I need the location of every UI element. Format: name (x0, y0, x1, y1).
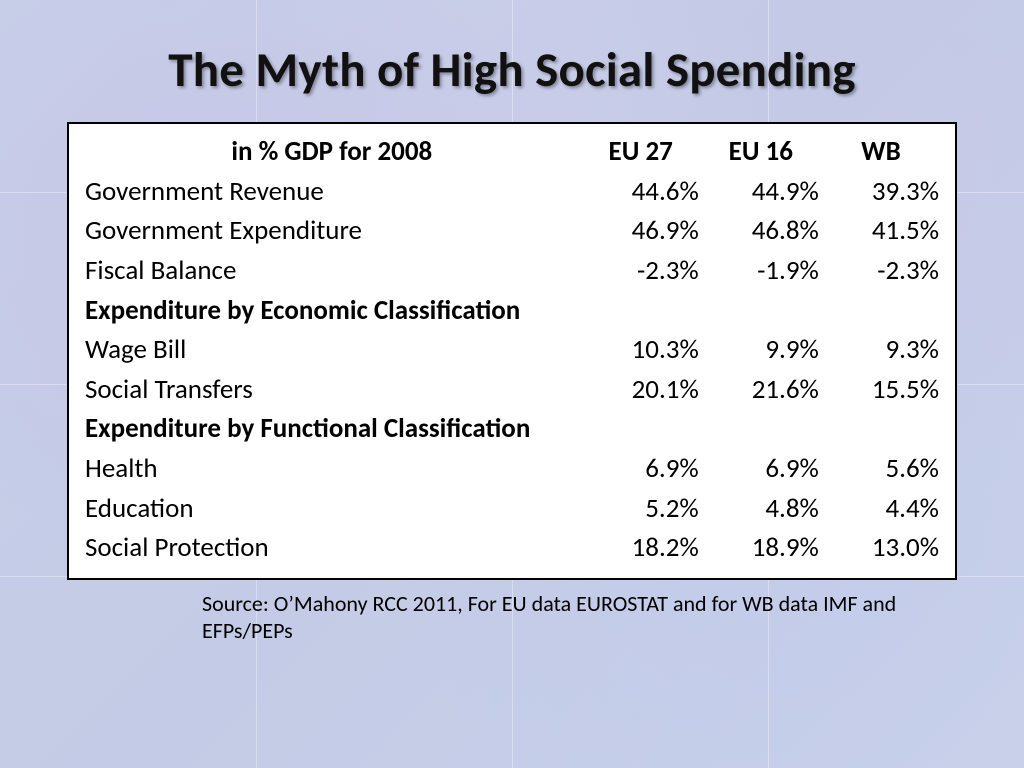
cell-eu16: 44.9% (701, 172, 821, 212)
data-table-container: in % GDP for 2008 EU 27 EU 16 WB Governm… (67, 122, 957, 580)
table-row: Social Protection 18.2% 18.9% 13.0% (83, 528, 941, 568)
table-row: Wage Bill 10.3% 9.9% 9.3% (83, 330, 941, 370)
cell-wb: 13.0% (821, 528, 941, 568)
cell-eu16: 21.6% (701, 370, 821, 410)
table-section-row: Expenditure by Functional Classification (83, 409, 941, 449)
col-header-eu27: EU 27 (581, 132, 701, 172)
table-header-row: in % GDP for 2008 EU 27 EU 16 WB (83, 132, 941, 172)
cell-desc: Fiscal Balance (83, 251, 581, 291)
cell-wb: 5.6% (821, 449, 941, 489)
page-title: The Myth of High Social Spending (60, 40, 964, 100)
cell-desc: Health (83, 449, 581, 489)
cell-wb: 39.3% (821, 172, 941, 212)
cell-eu16: 9.9% (701, 330, 821, 370)
cell-desc: Wage Bill (83, 330, 581, 370)
cell-desc: Government Revenue (83, 172, 581, 212)
table-row: Health 6.9% 6.9% 5.6% (83, 449, 941, 489)
section-label: Expenditure by Economic Classification (83, 291, 941, 331)
table-row: Education 5.2% 4.8% 4.4% (83, 489, 941, 529)
cell-wb: 9.3% (821, 330, 941, 370)
cell-eu16: 4.8% (701, 489, 821, 529)
cell-eu16: -1.9% (701, 251, 821, 291)
cell-eu27: 44.6% (581, 172, 701, 212)
cell-wb: 4.4% (821, 489, 941, 529)
table-row: Government Expenditure 46.9% 46.8% 41.5% (83, 211, 941, 251)
table-row: Social Transfers 20.1% 21.6% 15.5% (83, 370, 941, 410)
cell-eu27: 10.3% (581, 330, 701, 370)
col-header-eu16: EU 16 (701, 132, 821, 172)
cell-desc: Social Protection (83, 528, 581, 568)
cell-eu16: 18.9% (701, 528, 821, 568)
cell-eu27: -2.3% (581, 251, 701, 291)
table-row: Fiscal Balance -2.3% -1.9% -2.3% (83, 251, 941, 291)
cell-eu27: 18.2% (581, 528, 701, 568)
cell-eu16: 6.9% (701, 449, 821, 489)
table-body: Government Revenue 44.6% 44.9% 39.3% Gov… (83, 172, 941, 568)
cell-wb: 41.5% (821, 211, 941, 251)
cell-eu27: 6.9% (581, 449, 701, 489)
section-label: Expenditure by Functional Classification (83, 409, 941, 449)
col-header-desc: in % GDP for 2008 (83, 132, 581, 172)
cell-desc: Government Expenditure (83, 211, 581, 251)
cell-desc: Social Transfers (83, 370, 581, 410)
slide: The Myth of High Social Spending in % GD… (0, 0, 1024, 768)
table-row: Government Revenue 44.6% 44.9% 39.3% (83, 172, 941, 212)
cell-eu27: 46.9% (581, 211, 701, 251)
cell-eu27: 20.1% (581, 370, 701, 410)
cell-eu16: 46.8% (701, 211, 821, 251)
cell-wb: -2.3% (821, 251, 941, 291)
cell-desc: Education (83, 489, 581, 529)
col-header-wb: WB (821, 132, 941, 172)
cell-wb: 15.5% (821, 370, 941, 410)
table-section-row: Expenditure by Economic Classification (83, 291, 941, 331)
cell-eu27: 5.2% (581, 489, 701, 529)
data-table: in % GDP for 2008 EU 27 EU 16 WB Governm… (83, 132, 941, 568)
source-citation: Source: O’Mahony RCC 2011, For EU data E… (122, 590, 902, 645)
title-wrap: The Myth of High Social Spending (60, 40, 964, 100)
